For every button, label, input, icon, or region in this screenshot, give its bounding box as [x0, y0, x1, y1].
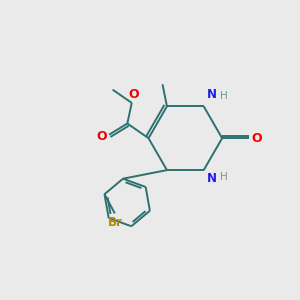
Text: H: H	[220, 172, 228, 182]
Text: N: N	[207, 172, 217, 185]
Text: O: O	[128, 88, 139, 100]
Text: O: O	[96, 130, 107, 143]
Text: N: N	[207, 88, 217, 101]
Text: H: H	[220, 91, 228, 101]
Text: Br: Br	[108, 216, 123, 229]
Text: O: O	[251, 132, 262, 145]
